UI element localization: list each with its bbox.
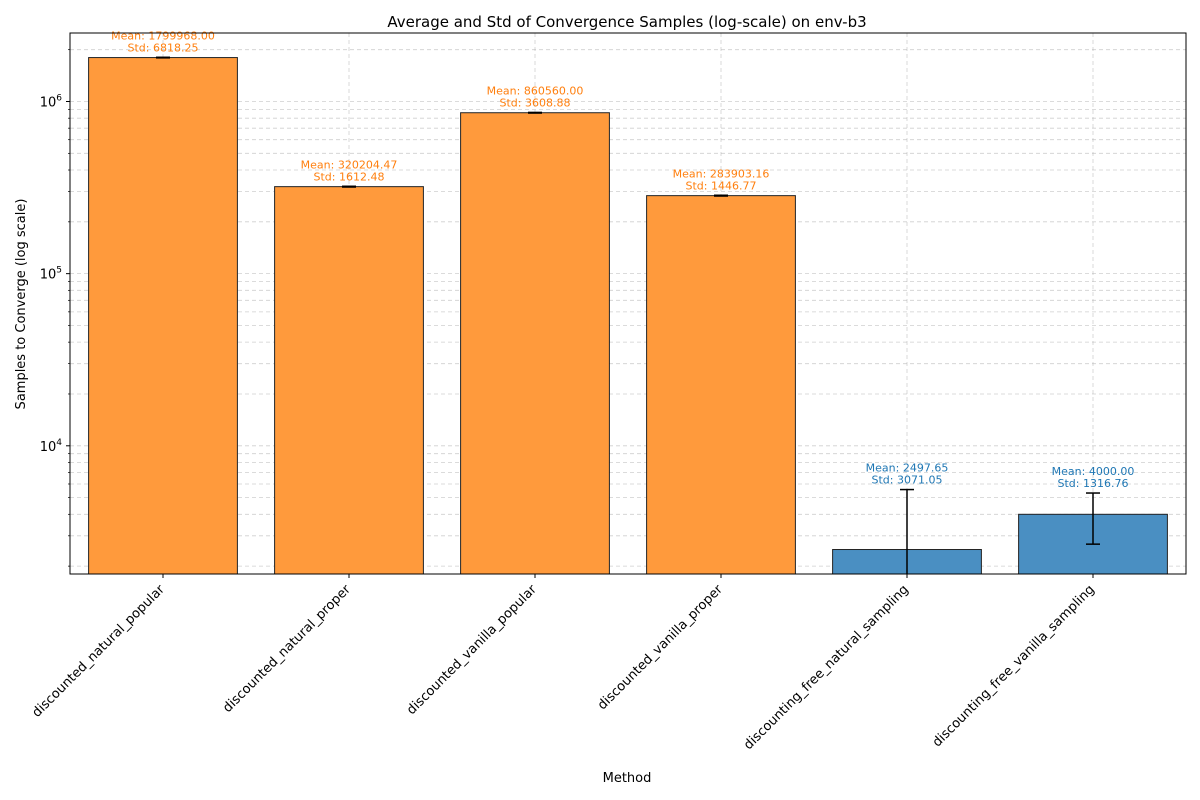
std-label: Std: 6818.25 bbox=[128, 41, 199, 54]
std-label: Std: 1316.76 bbox=[1058, 477, 1129, 490]
mean-label: Mean: 4000.00 bbox=[1052, 465, 1135, 478]
y-tick-label: 104 bbox=[40, 438, 63, 455]
mean-label: Mean: 2497.65 bbox=[866, 462, 949, 475]
bar bbox=[88, 57, 238, 575]
y-axis-label: Samples to Converge (log scale) bbox=[14, 199, 29, 410]
std-label: Std: 3608.88 bbox=[500, 96, 571, 109]
mean-label: Mean: 860560.00 bbox=[487, 84, 584, 97]
bar bbox=[460, 112, 610, 575]
mean-label: Mean: 283903.16 bbox=[673, 167, 770, 180]
y-tick-base: 10 bbox=[40, 268, 57, 283]
y-tick-label: 106 bbox=[40, 94, 63, 111]
mean-label: Mean: 320204.47 bbox=[301, 158, 398, 171]
y-tick-base: 10 bbox=[40, 440, 57, 455]
y-tick-base: 10 bbox=[40, 96, 57, 111]
chart-title: Average and Std of Convergence Samples (… bbox=[387, 13, 866, 31]
y-tick-exponent: 6 bbox=[56, 94, 62, 104]
bar bbox=[274, 186, 424, 575]
x-axis-label: Method bbox=[603, 771, 652, 786]
std-label: Std: 1612.48 bbox=[314, 170, 385, 183]
std-label: Std: 1446.77 bbox=[686, 179, 757, 192]
error-bars-group bbox=[156, 56, 1100, 574]
std-label: Std: 3071.05 bbox=[872, 474, 943, 487]
y-tick-exponent: 5 bbox=[56, 266, 62, 276]
y-tick-exponent: 4 bbox=[56, 438, 62, 448]
plot-frame bbox=[69, 32, 1187, 575]
bar bbox=[646, 195, 796, 575]
y-tick-label: 105 bbox=[40, 266, 62, 283]
